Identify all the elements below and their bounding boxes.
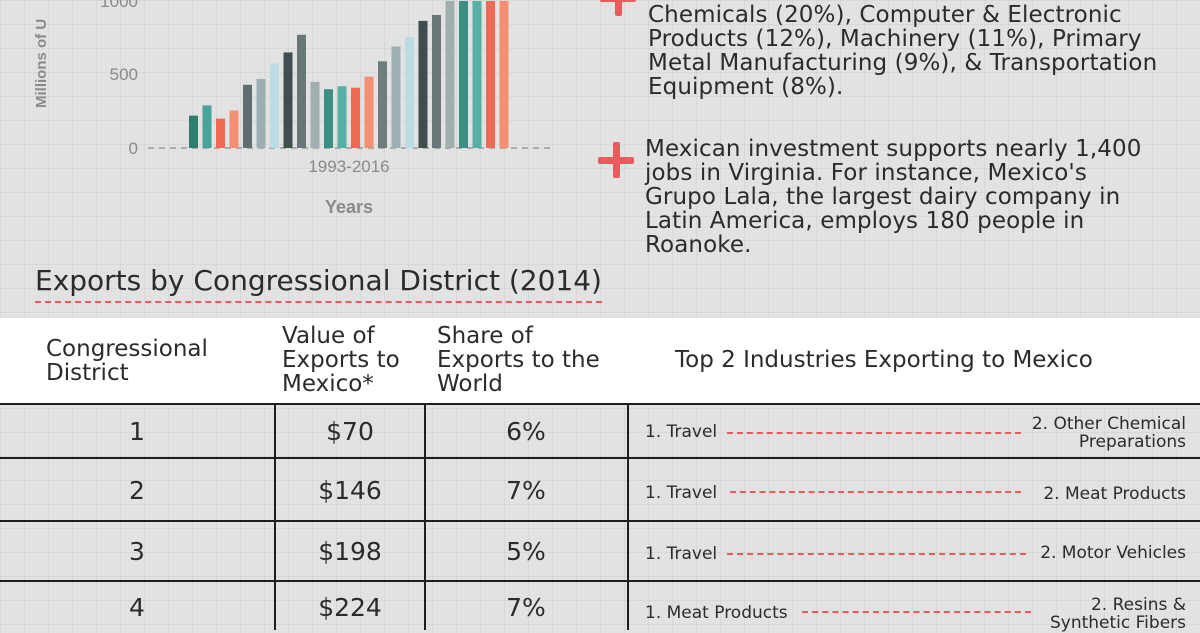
value-cell: $70 xyxy=(326,417,374,446)
chart-bar xyxy=(391,46,401,148)
district-cell: 3 xyxy=(129,537,145,566)
industries-cell: 1. Travel 2. Other Chemical Preparations xyxy=(645,405,1186,458)
chart-bar xyxy=(324,89,333,148)
table-row: 2 $146 7% 1. Travel 2. Meat Products xyxy=(0,457,1200,521)
chart-bar xyxy=(337,86,347,148)
table-row: 1 $70 6% 1. Travel 2. Other Chemical Pre… xyxy=(0,403,1200,458)
plus-icon xyxy=(598,0,638,18)
header-district: Congressional District xyxy=(46,336,208,386)
industry-second: 2. Resins & Synthetic Fibers xyxy=(1049,595,1186,633)
industry-connector xyxy=(802,611,1031,613)
value-cell: $224 xyxy=(318,592,382,622)
table-row: 4 $224 7% 1. Meat Products 2. Resins & S… xyxy=(0,580,1200,632)
district-cell: 1 xyxy=(129,417,145,446)
chart-bar xyxy=(364,76,374,148)
share-cell: 6% xyxy=(506,417,546,446)
chart-bar xyxy=(243,84,252,148)
header-share: Share of Exports to the World xyxy=(437,323,600,397)
header-value: Value of Exports to Mexico* xyxy=(282,323,400,397)
chart-bar xyxy=(216,118,225,148)
industry-first: 1. Travel xyxy=(645,422,718,442)
column-divider xyxy=(627,404,629,630)
industries-cell: 1. Travel 2. Motor Vehicles xyxy=(645,522,1186,581)
y-axis-label: Millions of U xyxy=(33,19,50,108)
chart-bar xyxy=(351,87,360,148)
chart-bar xyxy=(405,37,414,148)
chart-bar xyxy=(432,14,441,149)
district-cell: 2 xyxy=(129,475,145,505)
industry-second: 2. Meat Products xyxy=(1043,484,1186,504)
chart-bar xyxy=(202,105,212,148)
section-title: Exports by Congressional District (2014) xyxy=(35,264,602,303)
chart-bar xyxy=(270,63,279,148)
chart-bar xyxy=(310,81,320,148)
plus-icon xyxy=(596,140,636,180)
chart-bar xyxy=(378,61,387,148)
industry-first: 1. Travel xyxy=(645,544,718,564)
y-tick-label: 500 xyxy=(110,65,138,84)
header-industries: Top 2 Industries Exporting to Mexico xyxy=(675,347,1093,373)
chart-bars xyxy=(189,1,509,149)
y-tick-label: 0 xyxy=(129,139,138,158)
chart-bar xyxy=(256,78,266,148)
industries-cell: 1. Travel 2. Meat Products xyxy=(645,459,1186,521)
x-category-label: 1993-2016 xyxy=(308,157,389,176)
column-divider xyxy=(274,404,276,630)
industries-cell: 1. Meat Products 2. Resins & Synthetic F… xyxy=(645,582,1186,632)
y-tick-label: 1000 xyxy=(100,0,138,11)
exports-bar-chart: 0 500 1000 Millions of U 1993-2016 Years xyxy=(0,0,600,230)
chart-bar xyxy=(445,1,455,148)
table-header: Congressional District Value of Exports … xyxy=(0,318,1200,404)
chart-bar xyxy=(283,52,293,149)
industry-connector xyxy=(727,432,1021,434)
chart-bar xyxy=(229,110,239,148)
district-cell: 4 xyxy=(129,592,145,622)
share-cell: 7% xyxy=(506,592,546,622)
share-cell: 5% xyxy=(506,537,546,566)
industry-connector xyxy=(727,553,1026,555)
chart-bar xyxy=(486,1,495,148)
chart-bar xyxy=(418,20,428,148)
industry-first: 1. Meat Products xyxy=(645,603,788,623)
chart-bar xyxy=(189,115,198,148)
chart-bar xyxy=(472,1,482,148)
chart-svg: 0 500 1000 Millions of U 1993-2016 Years xyxy=(33,0,552,217)
table-row: 3 $198 5% 1. Travel 2. Motor Vehicles xyxy=(0,520,1200,581)
investment-bullet-text: Mexican investment supports nearly 1,400… xyxy=(645,136,1142,258)
value-cell: $146 xyxy=(318,475,382,505)
chart-bar xyxy=(297,34,306,149)
share-cell: 7% xyxy=(506,475,546,505)
industry-second: 2. Other Chemical Preparations xyxy=(1031,414,1186,452)
chart-bar xyxy=(459,1,468,148)
x-axis-label: Years xyxy=(325,197,373,217)
industries-bullet-text: Chemicals (20%), Computer & Electronic P… xyxy=(648,2,1158,100)
industry-first: 1. Travel xyxy=(645,483,718,503)
chart-bar xyxy=(499,1,509,148)
industry-second: 2. Motor Vehicles xyxy=(1040,543,1186,563)
value-cell: $198 xyxy=(318,537,382,566)
industry-connector xyxy=(730,491,1021,493)
column-divider xyxy=(424,404,426,630)
